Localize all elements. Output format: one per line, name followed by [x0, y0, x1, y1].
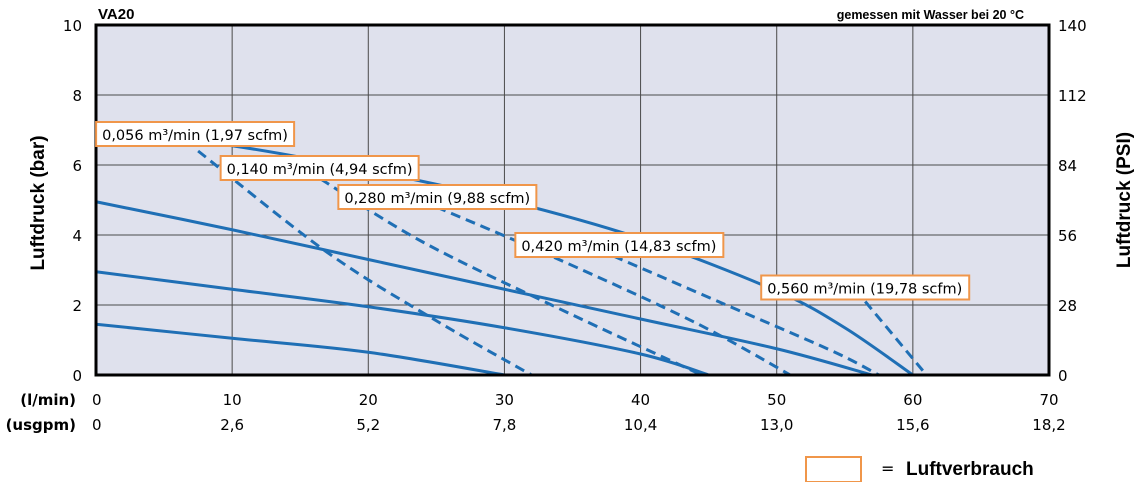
air-consumption-label-text: 0,420 m³/min (14,83 scfm): [521, 239, 716, 255]
chart-subtitle: gemessen mit Wasser bei 20 °C: [837, 8, 1024, 22]
plot-area-border: [94, 23, 1051, 377]
legend-separator: =: [881, 459, 894, 478]
x-tick-label-lmin: 20: [359, 391, 378, 409]
y-tick-label-left: 10: [63, 17, 82, 35]
air-consumption-label-text: 0,560 m³/min (19,78 scfm): [767, 282, 962, 298]
x-tick-label-usgpm: 7,8: [492, 416, 516, 434]
air-consumption-label: 0,560 m³/min (19,78 scfm): [760, 274, 971, 301]
air-consumption-curve: [435, 205, 792, 377]
x-tick-label-lmin: 70: [1039, 391, 1058, 409]
y-axis-title-right: Luftdruck (PSI): [1114, 132, 1135, 268]
x-tick-label-usgpm: 5,2: [356, 416, 380, 434]
air-consumption-curve: [197, 149, 533, 377]
legend-symbol: [805, 456, 862, 482]
y-tick-label-left: 2: [72, 297, 82, 315]
y-tick-label-right: 0: [1058, 367, 1068, 385]
pressure-curve: [95, 270, 710, 377]
air-consumption-label: 0,280 m³/min (9,88 scfm): [337, 184, 538, 210]
x-tick-label-lmin: 50: [767, 391, 786, 409]
x-tick-label-usgpm: 18,2: [1032, 416, 1065, 434]
air-consumption-label: 0,140 m³/min (4,94 scfm): [219, 155, 420, 181]
y-tick-label-left: 6: [72, 157, 82, 175]
plot-area-background: [96, 25, 1049, 375]
air-consumption-label-text: 0,056 m³/min (1,97 scfm): [102, 128, 288, 144]
air-consumption-label-box: [760, 274, 971, 301]
y-tick-label-right: 140: [1058, 17, 1087, 35]
air-consumption-label-box: [219, 155, 420, 181]
x-tick-label-lmin: 60: [903, 391, 922, 409]
air-consumption-label-box: [95, 121, 296, 147]
x-tick-label-usgpm: 13,0: [760, 416, 793, 434]
y-tick-label-right: 112: [1058, 87, 1087, 105]
air-consumption-curve: [612, 254, 880, 377]
legend-text: Luftverbrauch: [906, 459, 1034, 480]
y-tick-label-right: 56: [1058, 227, 1077, 245]
air-consumption-label: 0,056 m³/min (1,97 scfm): [95, 121, 296, 147]
air-consumption-label-box: [514, 232, 725, 258]
x-tick-label-usgpm: 10,4: [624, 416, 657, 434]
y-tick-label-left: 4: [72, 227, 82, 245]
air-consumption-label: 0,420 m³/min (14,83 scfm): [514, 232, 725, 258]
x-tick-label-lmin: 0: [92, 391, 102, 409]
pressure-curve: [95, 322, 505, 377]
x-axis-title-usgpm: (usgpm): [6, 416, 76, 434]
air-consumption-label-box: [337, 184, 538, 210]
x-tick-label-lmin: 30: [495, 391, 514, 409]
chart-title: VA20: [98, 6, 134, 23]
x-tick-label-usgpm: 0: [92, 416, 102, 434]
x-tick-label-usgpm: 2,6: [220, 416, 244, 434]
y-tick-label-right: 28: [1058, 297, 1077, 315]
x-axis-title-lmin: (l/min): [20, 391, 76, 409]
y-tick-label-left: 0: [72, 367, 82, 385]
y-tick-label-left: 8: [72, 87, 82, 105]
pressure-curve: [95, 200, 873, 377]
air-consumption-curves: [197, 149, 928, 377]
air-consumption-labels: 0,056 m³/min (1,97 scfm) 0,140 m³/min (4,…: [95, 121, 971, 301]
x-tick-label-usgpm: 15,6: [896, 416, 929, 434]
x-tick-label-lmin: 10: [223, 391, 242, 409]
air-consumption-label-text: 0,280 m³/min (9,88 scfm): [344, 191, 530, 207]
y-axis-title-left: Luftdruck (bar): [28, 135, 49, 270]
y-tick-label-right: 84: [1058, 157, 1077, 175]
x-tick-label-lmin: 40: [631, 391, 650, 409]
air-consumption-label-text: 0,140 m³/min (4,94 scfm): [227, 162, 413, 178]
